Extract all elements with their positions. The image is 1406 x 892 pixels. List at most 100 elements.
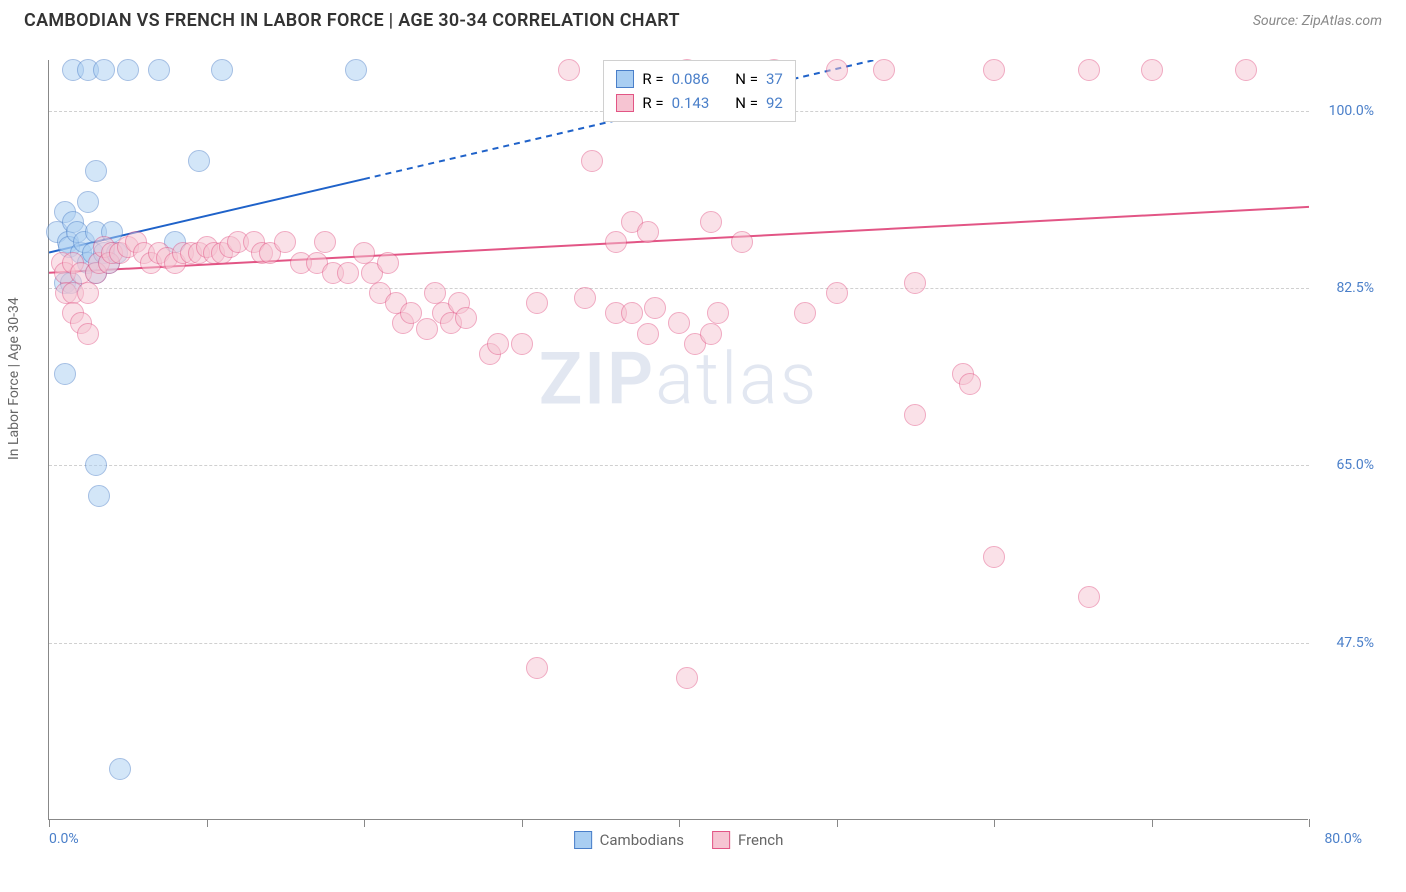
data-point <box>605 231 627 253</box>
data-point <box>904 404 926 426</box>
stats-legend-row: R = 0.143 N = 92 <box>616 91 782 115</box>
r-label: R = <box>642 91 663 115</box>
data-point <box>1078 586 1100 608</box>
data-point <box>337 262 359 284</box>
legend-swatch <box>574 831 592 849</box>
data-point <box>558 59 580 81</box>
plot-area: ZIPatlas 100.0%82.5%65.0%47.5%0.0%80.0%R… <box>48 60 1308 820</box>
x-tick <box>207 819 208 827</box>
x-label-max: 80.0% <box>1324 831 1362 847</box>
data-point <box>574 287 596 309</box>
data-point <box>88 485 110 507</box>
gridline-h <box>49 288 1309 289</box>
data-point <box>77 323 99 345</box>
data-point <box>85 160 107 182</box>
chart-header: CAMBODIAN VS FRENCH IN LABOR FORCE | AGE… <box>0 0 1406 41</box>
x-tick <box>522 819 523 827</box>
x-tick <box>1152 819 1153 827</box>
legend-label: Cambodians <box>600 831 684 849</box>
data-point <box>959 373 981 395</box>
data-point <box>983 546 1005 568</box>
x-tick <box>364 819 365 827</box>
data-point <box>77 282 99 304</box>
data-point <box>826 59 848 81</box>
trend-lines <box>49 60 1309 820</box>
data-point <box>487 333 509 355</box>
x-tick <box>994 819 995 827</box>
data-point <box>637 221 659 243</box>
x-label-min: 0.0% <box>49 831 79 847</box>
y-tick-label: 47.5% <box>1336 635 1374 651</box>
data-point <box>668 312 690 334</box>
data-point <box>794 302 816 324</box>
data-point <box>314 231 336 253</box>
source-link[interactable]: ZipAtlas.com <box>1302 13 1382 29</box>
n-value: 37 <box>766 67 783 91</box>
r-value: 0.143 <box>672 91 710 115</box>
stats-legend: R = 0.086 N = 37 R = 0.143 N = 92 <box>603 60 795 122</box>
data-point <box>700 323 722 345</box>
data-point <box>526 292 548 314</box>
data-point <box>109 758 131 780</box>
data-point <box>873 59 895 81</box>
data-point <box>526 657 548 679</box>
data-point <box>1235 59 1257 81</box>
data-point <box>188 150 210 172</box>
data-point <box>345 59 367 81</box>
data-point <box>1141 59 1163 81</box>
series-legend: Cambodians French <box>574 831 784 849</box>
source-prefix: Source: <box>1253 13 1302 29</box>
n-label: N = <box>735 67 758 91</box>
data-point <box>644 297 666 319</box>
y-axis-title: In Labor Force | Age 30-34 <box>6 297 22 460</box>
legend-swatch <box>616 94 634 112</box>
x-tick <box>49 819 50 827</box>
chart-container: In Labor Force | Age 30-34 ZIPatlas 100.… <box>48 60 1368 860</box>
gridline-h <box>49 465 1309 466</box>
x-tick <box>1309 819 1310 827</box>
stats-legend-row: R = 0.086 N = 37 <box>616 67 782 91</box>
data-point <box>377 252 399 274</box>
r-label: R = <box>642 67 663 91</box>
watermark: ZIPatlas <box>539 336 819 421</box>
data-point <box>637 323 659 345</box>
data-point <box>148 59 170 81</box>
x-tick <box>837 819 838 827</box>
chart-title: CAMBODIAN VS FRENCH IN LABOR FORCE | AGE… <box>24 10 680 31</box>
data-point <box>621 302 643 324</box>
data-point <box>511 333 533 355</box>
data-point <box>54 363 76 385</box>
data-point <box>826 282 848 304</box>
legend-swatch <box>616 70 634 88</box>
y-tick-label: 100.0% <box>1329 103 1374 119</box>
data-point <box>676 667 698 689</box>
legend-swatch <box>712 831 730 849</box>
n-value: 92 <box>766 91 783 115</box>
data-point <box>424 282 446 304</box>
series-legend-item: Cambodians <box>574 831 684 849</box>
data-point <box>707 302 729 324</box>
data-point <box>455 307 477 329</box>
x-tick <box>679 819 680 827</box>
data-point <box>581 150 603 172</box>
data-point <box>117 59 139 81</box>
data-point <box>274 231 296 253</box>
r-value: 0.086 <box>672 67 710 91</box>
data-point <box>85 454 107 476</box>
data-point <box>700 211 722 233</box>
y-tick-label: 82.5% <box>1336 280 1374 296</box>
n-label: N = <box>735 91 758 115</box>
data-point <box>211 59 233 81</box>
data-point <box>731 231 753 253</box>
data-point <box>983 59 1005 81</box>
data-point <box>904 272 926 294</box>
data-point <box>77 191 99 213</box>
y-tick-label: 65.0% <box>1336 457 1374 473</box>
gridline-h <box>49 643 1309 644</box>
legend-label: French <box>738 831 783 849</box>
data-point <box>93 59 115 81</box>
series-legend-item: French <box>712 831 783 849</box>
data-point <box>353 242 375 264</box>
source-label: Source: ZipAtlas.com <box>1253 13 1382 29</box>
data-point <box>1078 59 1100 81</box>
